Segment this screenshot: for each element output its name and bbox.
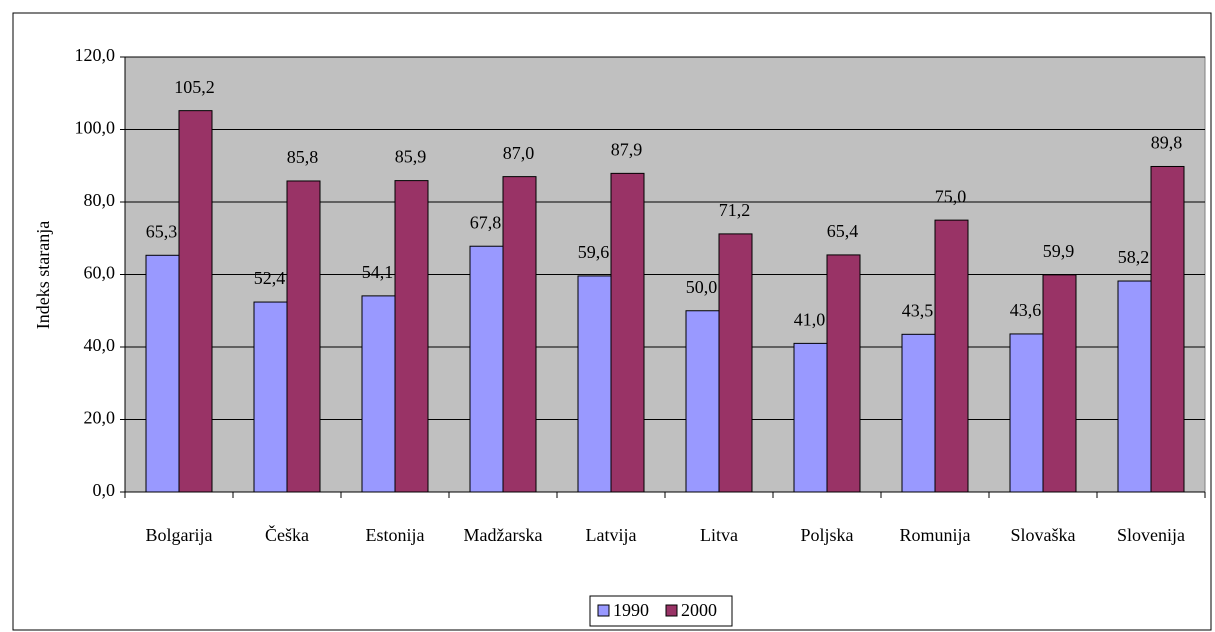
x-tick-label: Poljska bbox=[800, 525, 853, 545]
bar bbox=[610, 172, 645, 493]
value-label: 89,8 bbox=[1151, 133, 1183, 153]
bar bbox=[826, 254, 861, 493]
value-label: 105,2 bbox=[174, 77, 215, 97]
y-axis-label: Indeks staranja bbox=[33, 221, 53, 329]
bar bbox=[793, 342, 828, 493]
value-label: 85,8 bbox=[287, 147, 319, 167]
legend-box bbox=[589, 595, 733, 627]
value-label: 71,2 bbox=[719, 200, 751, 220]
value-label: 67,8 bbox=[470, 212, 502, 232]
value-label: 43,5 bbox=[902, 300, 934, 320]
x-tick-label: Madžarska bbox=[464, 525, 543, 545]
bar bbox=[901, 333, 936, 493]
bar bbox=[469, 245, 504, 493]
bar bbox=[1150, 165, 1185, 493]
bar bbox=[934, 219, 969, 493]
x-tick-label: Češka bbox=[265, 524, 309, 545]
x-tick-label: Slovenija bbox=[1117, 525, 1185, 545]
value-label: 87,9 bbox=[611, 139, 643, 159]
value-label: 75,0 bbox=[935, 186, 967, 206]
value-label: 65,3 bbox=[146, 221, 178, 241]
legend-label: 1990 bbox=[613, 600, 649, 620]
value-label: 59,6 bbox=[578, 242, 610, 262]
bar bbox=[1009, 333, 1044, 493]
value-label: 87,0 bbox=[503, 143, 535, 163]
bar bbox=[1117, 280, 1152, 493]
bar bbox=[253, 301, 288, 493]
x-tick-label: Litva bbox=[700, 525, 738, 545]
value-label: 43,6 bbox=[1010, 300, 1042, 320]
bar bbox=[1042, 274, 1077, 493]
x-tick-label: Bolgarija bbox=[146, 525, 213, 545]
y-tick-label: 40,0 bbox=[84, 335, 116, 355]
legend-swatch bbox=[597, 604, 610, 617]
legend-swatch bbox=[665, 604, 678, 617]
bar bbox=[718, 233, 753, 493]
y-tick-label: 0,0 bbox=[93, 480, 116, 500]
value-label: 85,9 bbox=[395, 147, 427, 167]
value-label: 50,0 bbox=[686, 277, 718, 297]
y-tick-label: 20,0 bbox=[84, 408, 116, 428]
bar bbox=[577, 275, 612, 493]
value-label: 52,4 bbox=[254, 268, 286, 288]
x-tick-label: Romunija bbox=[900, 525, 971, 545]
bar bbox=[502, 176, 537, 493]
value-label: 41,0 bbox=[794, 310, 826, 330]
value-label: 54,1 bbox=[362, 262, 394, 282]
x-tick-label: Estonija bbox=[366, 525, 425, 545]
y-tick-label: 80,0 bbox=[84, 190, 116, 210]
bar bbox=[178, 110, 213, 493]
value-label: 65,4 bbox=[827, 221, 859, 241]
y-tick-label: 60,0 bbox=[84, 263, 116, 283]
bar bbox=[685, 310, 720, 493]
bar bbox=[361, 295, 396, 493]
y-tick-label: 100,0 bbox=[75, 118, 116, 138]
x-tick-label: Slovaška bbox=[1011, 525, 1076, 545]
x-tick-label: Latvija bbox=[586, 525, 637, 545]
value-label: 58,2 bbox=[1118, 247, 1150, 267]
bar bbox=[286, 180, 321, 493]
legend-label: 2000 bbox=[681, 600, 717, 620]
value-label: 59,9 bbox=[1043, 241, 1075, 261]
bar bbox=[145, 254, 180, 493]
bar bbox=[394, 180, 429, 493]
y-tick-label: 120,0 bbox=[75, 45, 116, 65]
